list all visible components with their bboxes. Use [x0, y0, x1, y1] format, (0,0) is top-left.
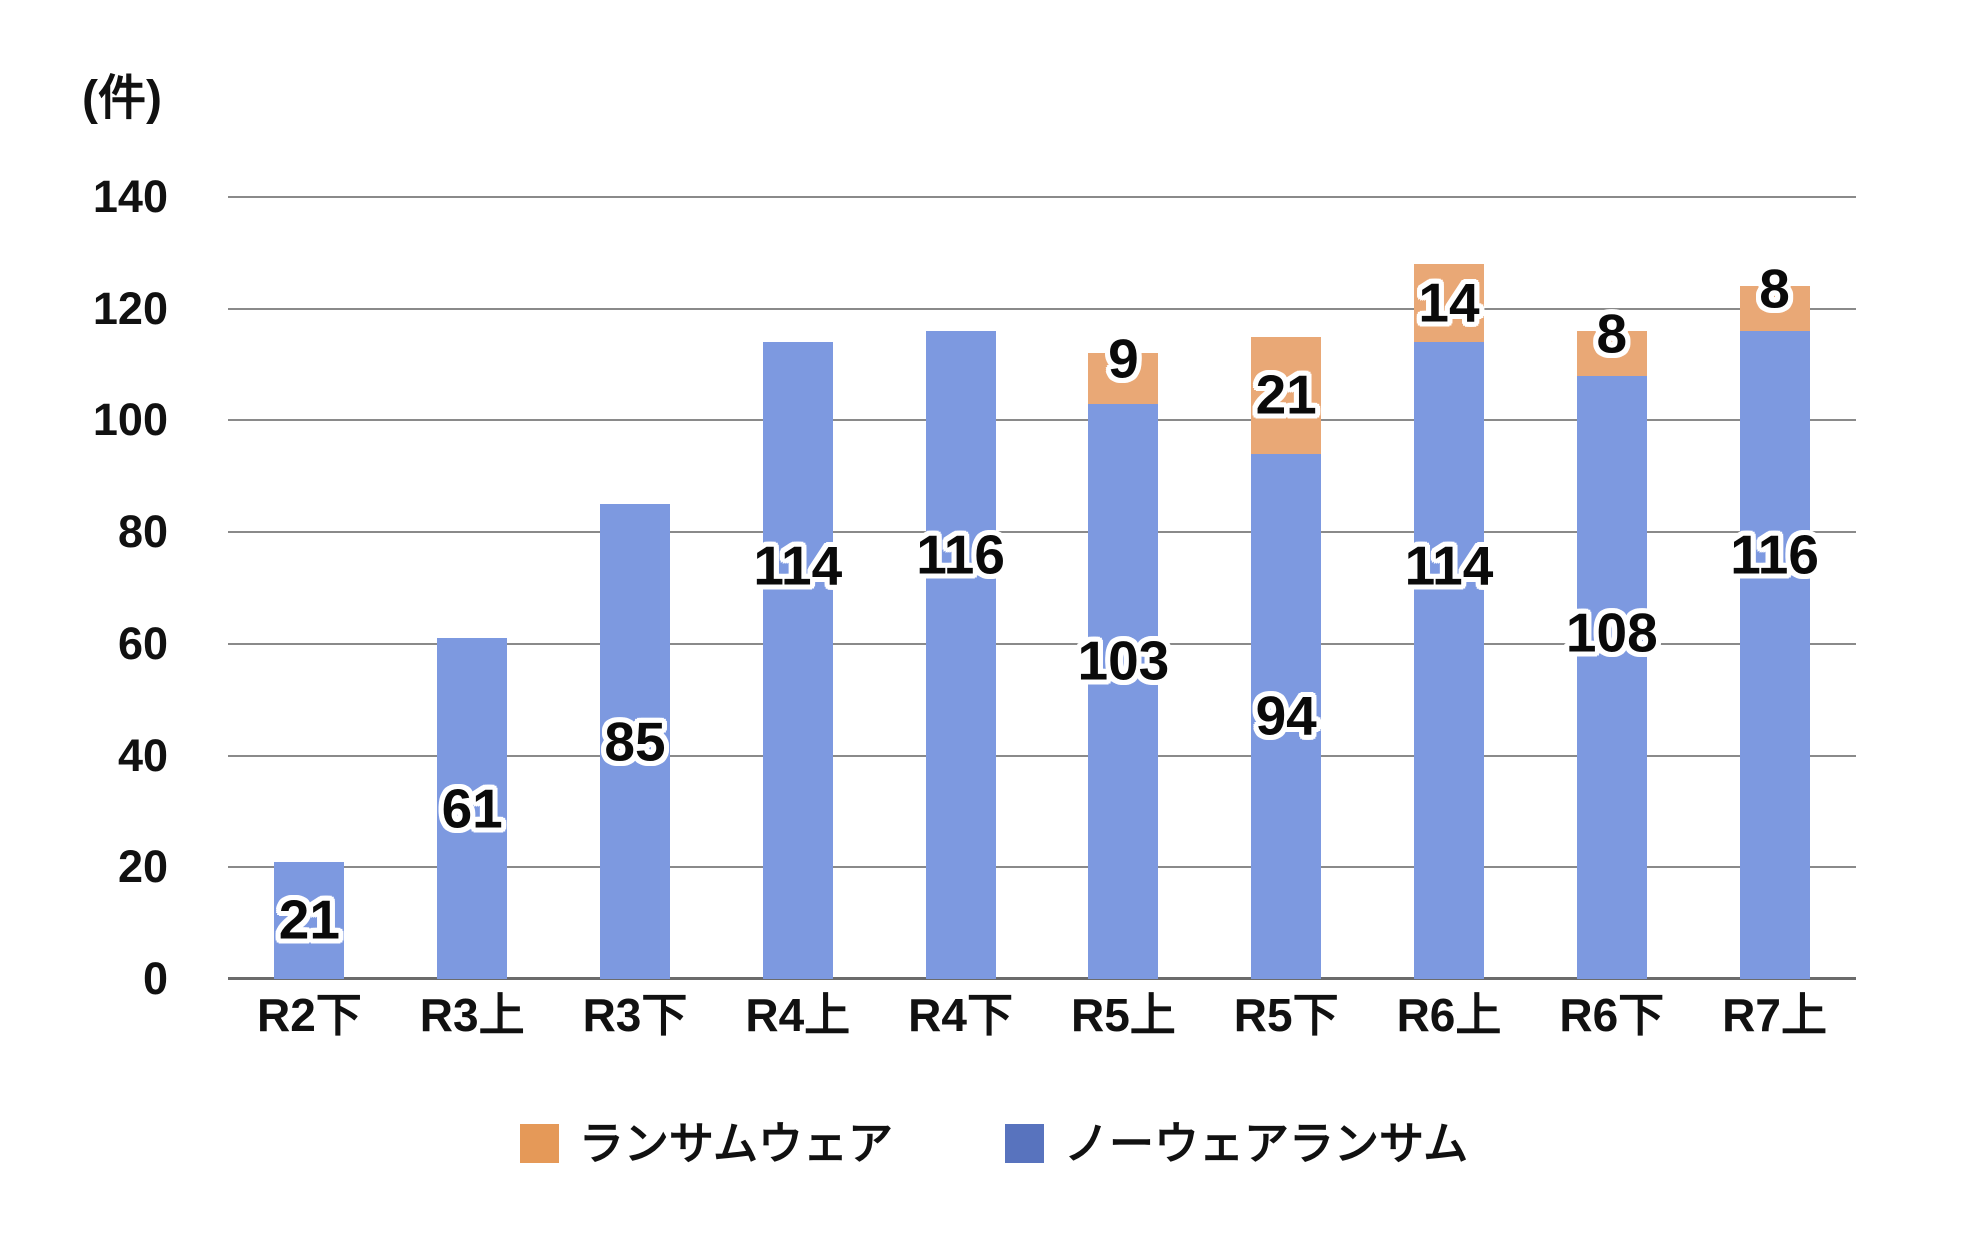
data-label-noware-ransom: 114: [1404, 534, 1494, 597]
bar-segment-ransomware: [1251, 336, 1322, 454]
x-tick-label: R6上: [1396, 989, 1502, 1041]
x-tick-label: R2下: [256, 989, 362, 1041]
bar-group: [1042, 197, 1205, 979]
y-tick-label: 100: [92, 394, 168, 446]
data-label-noware-ransom: 85: [604, 710, 666, 773]
x-tick-label: R4下: [908, 989, 1013, 1041]
data-label-noware-ransom: 103: [1077, 629, 1170, 692]
data-label-noware-ransom: 108: [1565, 601, 1658, 664]
bar-group: [879, 197, 1042, 979]
y-tick-label: 140: [92, 171, 168, 222]
y-tick-label: 0: [142, 953, 168, 1004]
bar-segment-noware-ransom: [1413, 342, 1484, 979]
data-label-noware-ransom: 116: [1730, 523, 1819, 585]
bar-segment-noware-ransom: [274, 861, 345, 979]
plot-area: 21 61 85 114 116 103 9 94 21 114 14 108 8 116 8: [228, 196, 1856, 980]
x-tick-label: R7上: [1722, 989, 1827, 1041]
x-tick-label: R5上: [1070, 989, 1176, 1041]
y-tick-label: 120: [92, 282, 168, 334]
bar-group: [554, 197, 717, 979]
bar-group: [716, 197, 879, 979]
y-tick-label: 60: [117, 617, 168, 669]
legend-item: ランサムウェア: [519, 1117, 893, 1169]
bar-segment-ransomware: [1413, 264, 1484, 343]
bar-segment-noware-ransom: [1739, 331, 1810, 979]
bar-segment-noware-ransom: [1088, 403, 1159, 979]
y-tick-label: 20: [117, 841, 168, 893]
bar-segment-noware-ransom: [1251, 453, 1322, 979]
legend: ランサムウェア ノーウェアランサム: [0, 1098, 1988, 1188]
bar-segment-noware-ransom: [925, 331, 996, 979]
y-tick-label: 40: [117, 729, 168, 781]
legend-item: ノーウェアランサム: [1005, 1121, 1468, 1166]
bar-group: [1368, 197, 1531, 979]
x-tick-label: R6下: [1559, 989, 1665, 1041]
bar-segment-noware-ransom: [599, 504, 670, 979]
gridline: [228, 531, 1856, 534]
data-label-noware-ransom: 116: [916, 523, 1005, 585]
bar-segment-noware-ransom: [437, 638, 508, 979]
bar-segment-ransomware: [1739, 286, 1810, 332]
bar-segment-noware-ransom: [1576, 375, 1647, 979]
data-label-noware-ransom: 61: [441, 777, 503, 840]
y-tick-label: 80: [117, 506, 168, 558]
x-axis-line: [228, 977, 1856, 980]
legend-label: ランサムウェア: [578, 1117, 893, 1169]
bar-group: [1693, 197, 1856, 979]
gridline: [228, 642, 1856, 645]
gridline: [228, 866, 1856, 869]
gridline: [228, 196, 1856, 198]
x-tick-label: R3下: [582, 989, 688, 1041]
bar-segment-ransomware: [1576, 331, 1647, 376]
legend-swatch: [1005, 1123, 1044, 1163]
bar-segment-ransomware: [1088, 353, 1159, 404]
data-label-ransomware: 8: [1596, 302, 1628, 365]
bar-group: [228, 197, 391, 979]
data-label-noware-ransom: 21: [278, 888, 340, 951]
legend-swatch: [519, 1123, 559, 1163]
gridline: [228, 419, 1856, 422]
bar-segment-noware-ransom: [762, 342, 833, 979]
x-tick-label: R5下: [1233, 989, 1339, 1041]
x-tick-label: R3上: [419, 989, 525, 1041]
gridline: [228, 754, 1856, 757]
legend-label: ノーウェアランサム: [1064, 1117, 1469, 1169]
bar-group: [1530, 197, 1693, 979]
bar-group: [391, 197, 554, 979]
x-tick-label: R4上: [745, 989, 851, 1041]
data-label-ransomware: 8: [1759, 257, 1790, 320]
data-label-noware-ransom: 94: [1255, 684, 1317, 747]
data-label-ransomware: 21: [1255, 363, 1317, 426]
y-axis-unit-label: (件): [82, 72, 162, 125]
data-label-ransomware: 14: [1418, 271, 1480, 334]
bar-group: [1205, 197, 1368, 979]
gridline: [228, 307, 1856, 310]
data-label-ransomware: 9: [1108, 327, 1139, 390]
data-label-noware-ransom: 114: [753, 534, 843, 597]
